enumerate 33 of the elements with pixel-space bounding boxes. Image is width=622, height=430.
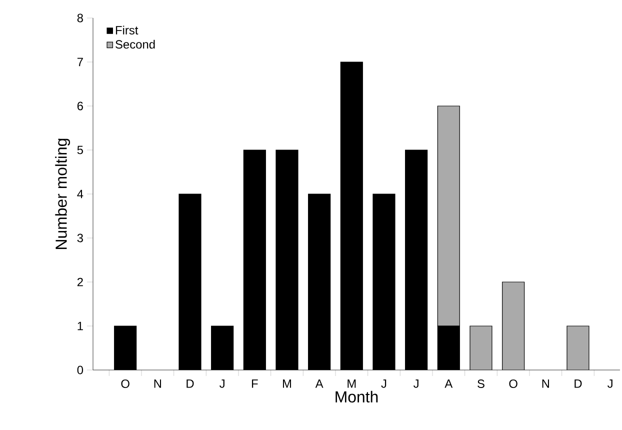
x-tick-label: J: [414, 380, 418, 388]
y-tick-label: 2: [77, 278, 83, 286]
x-tick-label: A: [444, 380, 453, 388]
bar: [566, 326, 590, 370]
x-tick-label: M: [348, 380, 356, 388]
x-tick-label: S: [478, 380, 484, 388]
x-tick-label: O: [509, 380, 518, 388]
x-tick-label: J: [381, 380, 386, 388]
x-tick-label: N: [154, 380, 162, 388]
y-tick-label: 8: [77, 14, 83, 22]
x-tick-label: J: [608, 380, 612, 388]
x-axis-title: Month: [336, 390, 378, 403]
y-tick-label: 3: [77, 234, 83, 242]
x-tick-label: N: [542, 380, 549, 388]
y-axis-title: Number molting: [55, 138, 70, 249]
x-tick-label: J: [220, 380, 224, 388]
y-tick-label: 6: [77, 102, 83, 110]
legend-label: First: [116, 26, 138, 34]
x-tick-label: A: [315, 380, 324, 388]
x-tick-label: D: [186, 380, 194, 388]
x-tick-label: F: [252, 380, 258, 388]
bar: [502, 282, 524, 370]
bar: [470, 326, 492, 370]
y-tick-label: 0: [77, 366, 84, 374]
y-tick-label: 5: [77, 146, 83, 154]
y-tick-label: 1: [78, 322, 83, 330]
bar: [437, 106, 460, 326]
y-tick-label: 7: [77, 58, 83, 66]
y-tick-label: 4: [77, 190, 84, 198]
x-tick-label: O: [121, 380, 130, 388]
x-tick-label: D: [574, 380, 582, 388]
x-tick-label: M: [282, 380, 291, 388]
legend-label: Second: [116, 40, 155, 49]
